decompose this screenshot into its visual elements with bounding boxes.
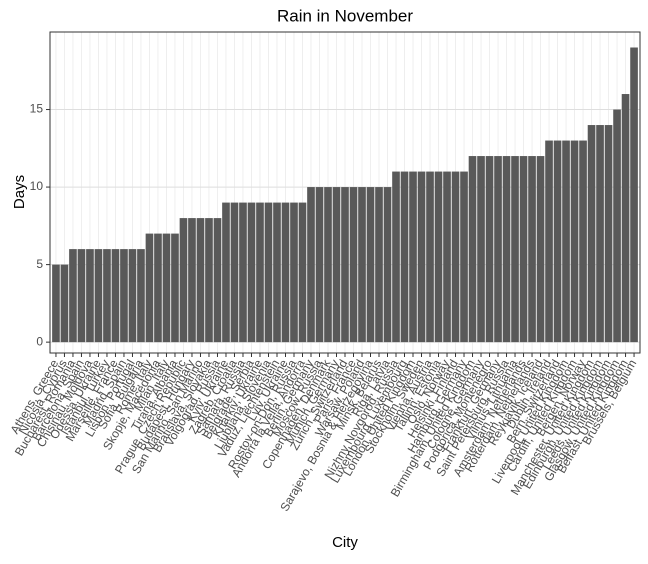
bar: [315, 187, 324, 343]
bar: [587, 125, 596, 343]
bar: [443, 171, 451, 343]
bar: [222, 202, 230, 343]
bar: [426, 171, 434, 343]
bar: [324, 187, 332, 343]
bar: [400, 171, 409, 343]
bar: [298, 202, 307, 343]
bar: [154, 233, 162, 343]
bar: [332, 187, 341, 343]
bar: [69, 249, 77, 343]
bar: [630, 47, 638, 343]
bar: [341, 187, 349, 343]
bar: [417, 171, 426, 343]
bar: [162, 233, 171, 343]
bar: [621, 94, 630, 343]
bar: [502, 156, 511, 343]
bar: [494, 156, 502, 343]
y-tick-label: 0: [36, 334, 43, 348]
bar: [562, 140, 570, 343]
bar: [545, 140, 553, 343]
bar: [213, 218, 222, 343]
bar: [264, 202, 273, 343]
panel-border: [49, 31, 641, 354]
bar: [290, 202, 298, 343]
bar: [460, 171, 468, 343]
chart-title: Rain in November: [277, 6, 413, 25]
bar: [536, 156, 545, 343]
bar: [77, 249, 86, 343]
bar: [511, 156, 519, 343]
bar: [468, 156, 477, 343]
y-tick-label: 5: [36, 257, 43, 271]
bar: [307, 187, 315, 343]
bar: [604, 125, 613, 343]
bar: [409, 171, 417, 343]
bar: [60, 264, 69, 343]
bar: [137, 249, 145, 343]
bar: [281, 202, 290, 343]
bar: [477, 156, 485, 343]
bar: [570, 140, 579, 343]
bar: [366, 187, 375, 343]
bar: [383, 187, 392, 343]
bar: [451, 171, 460, 343]
x-axis-label: City: [332, 534, 358, 551]
bar: [273, 202, 281, 343]
bar: [179, 218, 188, 343]
bar: [613, 109, 621, 343]
bar: [230, 202, 239, 343]
bar: [94, 249, 103, 343]
bar: [120, 249, 128, 343]
bar: [349, 187, 358, 343]
bar: [247, 202, 256, 343]
bar: [128, 249, 137, 343]
y-axis-label: Days: [11, 175, 28, 209]
bar: [392, 171, 400, 343]
bar: [579, 140, 587, 343]
bar: [519, 156, 528, 343]
bar: [528, 156, 536, 343]
bar: [86, 249, 94, 343]
bar: [485, 156, 494, 343]
bar: [196, 218, 205, 343]
y-tick-label: 15: [30, 102, 44, 116]
bar: [103, 249, 111, 343]
bar: [596, 125, 604, 343]
bar: [171, 233, 179, 343]
bar: [239, 202, 247, 343]
bar: [52, 264, 60, 343]
bar: [358, 187, 366, 343]
bar: [256, 202, 264, 343]
bar: [553, 140, 562, 343]
bar: [111, 249, 120, 343]
bar: [434, 171, 443, 343]
bar: [205, 218, 213, 343]
bar: [145, 233, 154, 343]
y-tick-label: 10: [30, 179, 44, 193]
bar: [375, 187, 383, 343]
bar: [188, 218, 196, 343]
